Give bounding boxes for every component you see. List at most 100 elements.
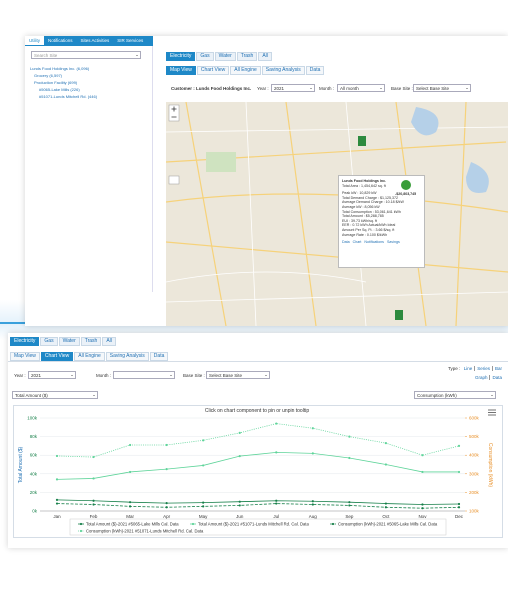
utility-tab[interactable]: Trash bbox=[80, 337, 102, 346]
legend-marker bbox=[79, 529, 83, 533]
x-tick-label: Aug bbox=[309, 514, 318, 519]
view-tab[interactable]: Map View bbox=[166, 66, 196, 75]
fullscreen-control[interactable] bbox=[168, 175, 180, 185]
sidebar-tab[interactable]: SIR Services bbox=[117, 38, 144, 43]
view-tab[interactable]: Map View bbox=[10, 352, 40, 361]
display-option[interactable]: Graph bbox=[474, 375, 488, 380]
data-point bbox=[128, 501, 132, 504]
view-tab[interactable]: Data bbox=[149, 352, 169, 361]
legend-box bbox=[69, 518, 447, 536]
view-tab[interactable]: Saving Analysis bbox=[261, 66, 305, 75]
popup-link[interactable]: Data bbox=[342, 240, 350, 245]
tree-item[interactable]: Lunds Food Holdings Inc. (6,096) bbox=[30, 66, 90, 71]
display-options: Graph Data bbox=[473, 375, 504, 381]
view-tab[interactable]: All Engine bbox=[74, 352, 105, 361]
type-option[interactable]: Line bbox=[463, 366, 473, 371]
display-option[interactable]: Data bbox=[489, 375, 504, 380]
utility-tab[interactable]: Electricity bbox=[166, 52, 196, 61]
view-tab[interactable]: All Engine bbox=[230, 66, 261, 75]
legend-label[interactable]: Total Amount ($)-2021 #5065-Lake Mills C… bbox=[86, 522, 179, 527]
utility-tab[interactable]: All bbox=[102, 337, 116, 346]
popup-link[interactable]: Chart bbox=[352, 240, 362, 245]
tab-rule bbox=[8, 361, 508, 362]
utility-tab[interactable]: Gas bbox=[40, 337, 58, 346]
tree-item[interactable]: Grocery (6,597) bbox=[34, 73, 63, 78]
data-point bbox=[165, 443, 168, 447]
data-point bbox=[275, 451, 278, 454]
y2-tick-label: 200k bbox=[469, 490, 480, 495]
base-site-select[interactable]: Select Base Site bbox=[206, 371, 270, 379]
data-point bbox=[55, 454, 59, 458]
search-input[interactable]: Search Site bbox=[31, 51, 141, 59]
popup-line: Peak kW : 10,829 kW bbox=[342, 191, 377, 196]
popup-link[interactable]: Savings bbox=[386, 240, 400, 245]
site-marker[interactable] bbox=[358, 136, 366, 146]
legend-marker bbox=[191, 522, 195, 526]
zoom-control[interactable] bbox=[168, 104, 180, 122]
type-option[interactable]: Series bbox=[474, 366, 492, 371]
chart-title: Click on chart component to pin or unpin… bbox=[205, 408, 309, 414]
map[interactable]: Lunds Food Holdings Inc. Total Area : 1,… bbox=[166, 102, 508, 326]
sidebar-tab[interactable]: Sites Activities bbox=[80, 38, 110, 43]
utility-tabs: Electricity Gas Water Trash All bbox=[166, 52, 273, 61]
popup-link[interactable]: Notifications bbox=[364, 240, 384, 245]
data-point bbox=[238, 455, 241, 458]
data-point bbox=[457, 444, 461, 447]
data-point bbox=[384, 463, 388, 466]
data-point bbox=[348, 501, 351, 504]
month-label: Month : bbox=[319, 86, 335, 91]
x-tick-label: Sep bbox=[345, 514, 354, 519]
tree-item[interactable]: #5065-Lake Mills (226) bbox=[39, 87, 80, 92]
month-select[interactable] bbox=[113, 371, 175, 379]
right-metric-select[interactable]: Consumption (kWh) bbox=[414, 391, 496, 399]
chart-menu[interactable] bbox=[488, 409, 496, 416]
type-label: Type : bbox=[448, 366, 461, 371]
left-metric-select[interactable]: Total Amount ($) bbox=[12, 391, 98, 399]
view-tabs: Map View Chart View All Engine Saving Analy… bbox=[166, 66, 325, 75]
data-point bbox=[128, 505, 132, 508]
base-site-select[interactable]: Select Base Site bbox=[413, 84, 471, 92]
sidebar-tab[interactable]: Notifications bbox=[48, 38, 73, 43]
data-point bbox=[202, 439, 205, 442]
year-label: Year : bbox=[257, 86, 269, 91]
data-point bbox=[92, 499, 95, 502]
x-tick-label: Oct bbox=[382, 514, 390, 519]
view-tab[interactable]: Chart View bbox=[40, 352, 74, 361]
x-tick-label: Jul bbox=[273, 514, 279, 519]
y-tick-label: 80k bbox=[30, 434, 38, 439]
month-select[interactable]: All month bbox=[337, 84, 385, 92]
x-tick-label: Feb bbox=[90, 514, 98, 519]
utility-tab[interactable]: Water bbox=[58, 337, 80, 346]
utility-tab[interactable]: Gas bbox=[196, 52, 214, 61]
legend-label[interactable]: Consumption (kWh)-2021 #5065-Lake Mills … bbox=[338, 522, 438, 527]
legend-label[interactable]: Total Amount ($)-2021 #51071-Lunds Mitch… bbox=[198, 522, 309, 527]
popup-line: Average kW : 8,056 kW bbox=[342, 204, 380, 209]
utility-tab[interactable]: Electricity bbox=[10, 337, 40, 346]
map-drawing bbox=[166, 102, 508, 326]
popup-line: Average Rate : 0.100 $/kWh bbox=[342, 232, 388, 237]
utility-tab[interactable]: Trash bbox=[236, 52, 258, 61]
legend-label[interactable]: Consumption (kWh)-2021 #51071-Lunds Mitc… bbox=[86, 529, 204, 534]
view-tab[interactable]: Chart View bbox=[196, 66, 230, 75]
utility-tabs: Electricity Gas Water Trash All bbox=[10, 337, 117, 346]
sidebar-tab[interactable]: Utility bbox=[25, 36, 44, 45]
legend-marker bbox=[79, 522, 83, 526]
data-point bbox=[165, 468, 168, 471]
site-marker[interactable] bbox=[395, 310, 403, 320]
view-tab[interactable]: Saving Analysis bbox=[105, 352, 149, 361]
tree-item[interactable]: Production Facility (699) bbox=[34, 80, 78, 85]
view-tab[interactable]: Data bbox=[305, 66, 325, 75]
tree-item[interactable]: #51071-Lunds Mitchell Rd. (446) bbox=[39, 94, 98, 99]
type-option[interactable]: Bar bbox=[491, 366, 504, 371]
data-point bbox=[202, 505, 205, 508]
data-point bbox=[457, 470, 461, 474]
view-tabs: Map View Chart View All Engine Saving Analy… bbox=[10, 352, 169, 361]
y2-tick-label: 600k bbox=[469, 416, 480, 421]
data-point bbox=[457, 502, 461, 506]
utility-tab[interactable]: All bbox=[258, 52, 272, 61]
year-select[interactable]: 2021 bbox=[271, 84, 315, 92]
x-tick-label: May bbox=[199, 514, 208, 519]
year-select[interactable]: 2021 bbox=[28, 371, 76, 379]
utility-tab[interactable]: Water bbox=[214, 52, 236, 61]
